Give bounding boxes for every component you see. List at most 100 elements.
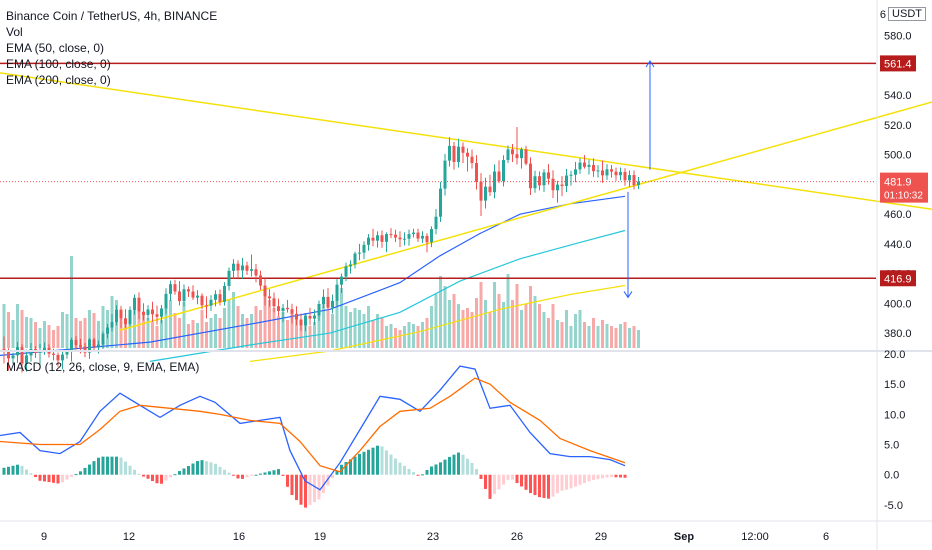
- macd-histogram-bar: [169, 474, 172, 478]
- volume-bar: [407, 322, 411, 348]
- volume-bar: [7, 312, 10, 348]
- macd-histogram-bar: [29, 473, 33, 475]
- candle-body: [542, 172, 546, 186]
- volume-bar: [232, 292, 235, 348]
- trendline[interactable]: [119, 101, 932, 331]
- volume-bar: [358, 310, 361, 348]
- macd-histogram-bar: [479, 474, 483, 479]
- macd-tick-label: 0.0: [884, 470, 899, 482]
- volume-bar: [47, 325, 51, 348]
- macd-histogram-bar: [619, 474, 622, 478]
- macd-histogram-bar: [439, 462, 442, 475]
- macd-histogram-bar: [466, 458, 469, 475]
- macd-histogram-bar: [416, 474, 420, 476]
- candle-body: [551, 178, 555, 191]
- macd-histogram-bar: [160, 474, 163, 484]
- currency-unit-button[interactable]: USDT: [888, 7, 926, 21]
- legend-ema100[interactable]: EMA (100, close, 0): [6, 57, 111, 71]
- volume-bar: [353, 308, 357, 348]
- macd-histogram-bar: [511, 474, 514, 480]
- volume-bar: [425, 318, 429, 348]
- legend-macd[interactable]: MACD (12, 26, close, 9, EMA, EMA): [6, 360, 200, 374]
- volume-bar: [227, 300, 231, 348]
- candle-body: [578, 162, 582, 170]
- candle-body: [304, 316, 307, 326]
- volume-bar: [83, 318, 87, 348]
- time-tick-label: 23: [427, 531, 439, 543]
- volume-bar: [340, 288, 343, 348]
- macd-histogram-bar: [11, 465, 15, 475]
- candle-body: [52, 353, 55, 355]
- price-pane[interactable]: [0, 60, 932, 373]
- macd-histogram-bar: [110, 456, 114, 475]
- macd-histogram-bar: [124, 461, 127, 475]
- volume-bar: [398, 330, 402, 348]
- legend-ema200[interactable]: EMA (200, close, 0): [6, 73, 111, 87]
- candle-body: [529, 163, 532, 189]
- macd-histogram-bar: [421, 474, 424, 476]
- volume-bar: [160, 320, 163, 348]
- candle-body: [520, 149, 523, 159]
- candle-body: [416, 232, 420, 239]
- candle-body: [25, 355, 28, 364]
- macd-histogram-bar: [403, 465, 406, 475]
- volume-bar: [569, 326, 573, 348]
- macd-histogram-bar: [538, 474, 541, 498]
- volume-bar: [43, 321, 46, 348]
- macd-histogram-bar: [358, 453, 361, 475]
- volume-bar: [254, 306, 258, 348]
- candle-body: [367, 237, 370, 245]
- volume-bar: [182, 302, 186, 348]
- macd-histogram-bar: [286, 474, 289, 487]
- trendline[interactable]: [0, 72, 932, 211]
- volume-bar: [173, 313, 177, 348]
- macd-pane[interactable]: [0, 365, 627, 508]
- symbol-title[interactable]: Binance Coin / TetherUS, 4h, BINANCE: [6, 9, 218, 23]
- volume-bar: [587, 326, 591, 348]
- macd-histogram-bar: [583, 474, 586, 483]
- candle-body: [61, 354, 64, 361]
- volume-bar: [263, 293, 267, 348]
- volume-bar: [29, 318, 33, 348]
- macd-histogram-bar: [295, 474, 298, 501]
- macd-histogram-bar: [533, 474, 537, 496]
- legend-ema50[interactable]: EMA (50, close, 0): [6, 41, 105, 55]
- macd-histogram-bar: [209, 462, 213, 475]
- macd-histogram-bar: [97, 457, 100, 475]
- candle-body: [65, 350, 69, 355]
- macd-histogram-bar: [322, 474, 325, 494]
- macd-histogram-bar: [412, 472, 415, 475]
- macd-histogram-bar: [205, 461, 208, 475]
- signal-line: [0, 377, 626, 473]
- volume-bar: [277, 316, 280, 348]
- candle-body: [385, 234, 388, 242]
- macd-histogram-bar: [448, 456, 451, 475]
- candle-body: [263, 285, 267, 297]
- volume-bar: [308, 326, 312, 348]
- macd-histogram-bar: [236, 474, 240, 479]
- volume-bar: [169, 300, 172, 348]
- legend-vol[interactable]: Vol: [6, 25, 23, 39]
- candle-body: [569, 174, 573, 176]
- macd-histogram-bar: [56, 474, 60, 484]
- volume-bar: [101, 306, 105, 348]
- macd-histogram-bar: [596, 474, 600, 480]
- volume-bar: [335, 296, 339, 348]
- volume-bar: [259, 310, 262, 348]
- level-price-label-box: [880, 270, 916, 287]
- volume-bar: [137, 312, 141, 348]
- volume-bar: [484, 300, 487, 348]
- candle-body: [236, 263, 240, 271]
- level-price-label: 561.4: [884, 58, 912, 70]
- volume-bar: [133, 302, 136, 348]
- candle-body: [394, 234, 397, 238]
- volume-bar: [317, 306, 321, 348]
- volume-bar: [493, 282, 496, 348]
- macd-histogram-bar: [254, 474, 258, 476]
- candle-body: [601, 170, 604, 176]
- volume-bar: [623, 322, 627, 348]
- macd-histogram-bar: [452, 454, 456, 475]
- candle-body: [79, 345, 82, 347]
- candle-body: [268, 296, 271, 299]
